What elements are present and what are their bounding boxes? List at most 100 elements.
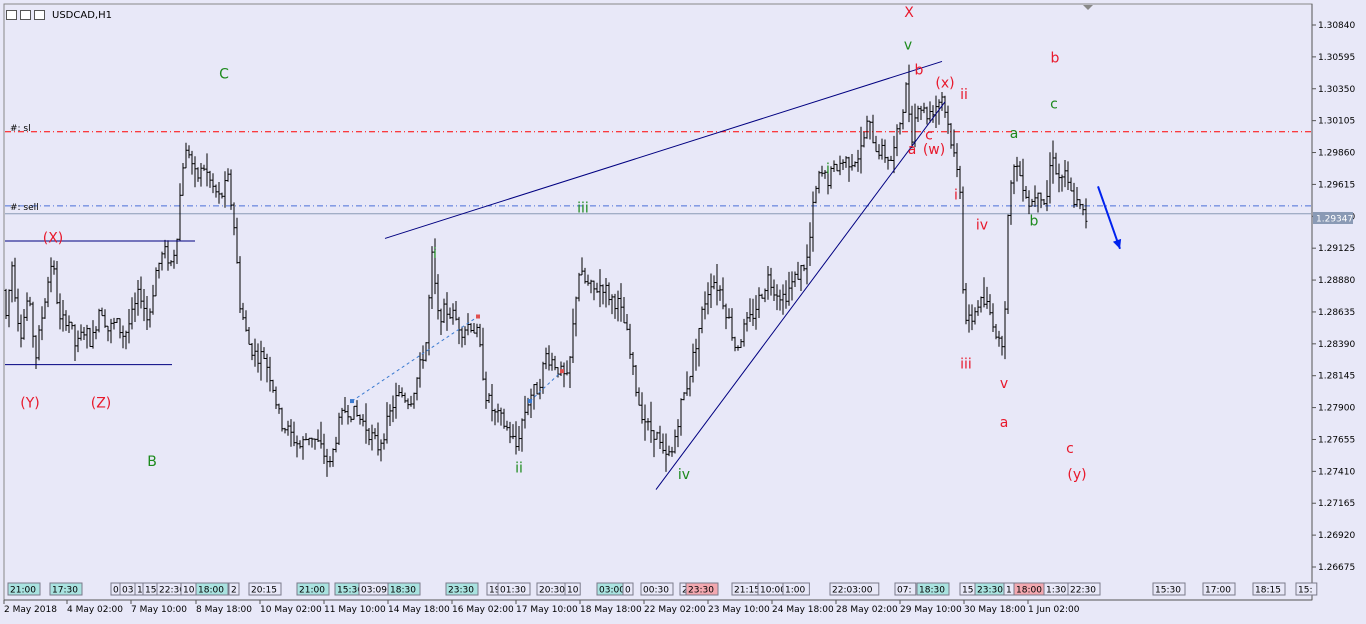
x-tick-label: 7 May 10:00: [131, 605, 187, 615]
plot-area[interactable]: [3, 3, 1313, 601]
window-menu-icon[interactable]: [6, 10, 17, 20]
price-bar: [544, 347, 548, 370]
order-link-end-0: [476, 314, 480, 319]
price-bar: [97, 308, 101, 333]
event-tag-label: 0: [625, 586, 631, 596]
price-bar: [649, 401, 653, 443]
event-tag-box: [228, 582, 240, 596]
x-tick-label: 22 May 02:00: [644, 605, 706, 615]
event-tag-label: 15:30: [1155, 586, 1181, 596]
price-bar: [199, 162, 203, 187]
price-bar: [124, 330, 128, 350]
price-bar: [718, 285, 722, 301]
price-bar: [709, 273, 713, 309]
price-bar: [745, 311, 749, 332]
price-bar: [223, 171, 227, 208]
price-bar: [580, 257, 584, 276]
price-bar: [868, 120, 872, 140]
price-bar: [838, 155, 842, 176]
price-bar: [394, 382, 398, 419]
price-bar: [799, 264, 803, 291]
price-bar: [376, 422, 380, 456]
event-tag-box: [564, 582, 581, 596]
price-bar: [664, 433, 668, 472]
sell-order-label: #: sell: [10, 203, 39, 213]
x-tick-label: 23 May 10:00: [708, 605, 770, 615]
price-bar: [400, 387, 404, 398]
price-bar: [610, 294, 614, 315]
price-bar: [658, 425, 662, 449]
event-tag: 18:15: [1252, 582, 1286, 596]
price-bar: [310, 437, 314, 448]
price-bar: [538, 378, 542, 400]
event-tag: 1:00: [782, 582, 810, 596]
event-tag-label: 10:00: [760, 586, 786, 596]
price-bar: [898, 122, 902, 135]
price-bar: [1075, 187, 1079, 207]
chart-symbol-title: USDCAD,H1: [52, 9, 112, 21]
price-bar: [154, 267, 158, 297]
price-bar: [997, 330, 1001, 347]
wave-label: iv: [976, 217, 988, 233]
price-bar: [373, 428, 377, 440]
price-bar: [283, 427, 287, 434]
price-bar: [742, 318, 746, 347]
price-bar: [433, 238, 437, 295]
wave-label: c: [925, 128, 933, 144]
event-tag-label: 19: [489, 586, 501, 596]
price-bar: [388, 404, 392, 426]
price-bar: [1024, 186, 1028, 199]
price-bar: [832, 160, 836, 173]
x-tick-label: 11 May 10:00: [324, 605, 386, 615]
price-bar: [739, 338, 743, 349]
price-bar: [1045, 180, 1049, 212]
price-bar: [364, 403, 368, 444]
price-bar: [637, 387, 641, 406]
price-bar: [796, 261, 800, 280]
event-tag-label: 1: [137, 586, 143, 596]
price-bar: [331, 448, 335, 467]
price-bar: [157, 262, 161, 279]
price-bar: [625, 313, 629, 331]
x-tick-label: 4 May 02:00: [67, 605, 123, 615]
window-restore-icon[interactable]: [20, 10, 31, 20]
event-tag-box: [782, 582, 810, 596]
price-bar: [253, 338, 257, 367]
price-bar: [700, 306, 704, 334]
price-bar: [724, 303, 728, 330]
price-bar: [484, 371, 488, 409]
price-bar: [55, 260, 59, 305]
price-bar: [286, 420, 290, 436]
order-link-start-1: [528, 399, 532, 404]
price-bar: [523, 395, 527, 429]
price-bar: [247, 327, 251, 345]
price-bar: [748, 298, 752, 323]
price-bar: [1009, 180, 1013, 225]
price-bar: [436, 274, 440, 320]
price-bar: [895, 124, 899, 157]
price-bar: [109, 318, 113, 344]
price-bar: [814, 185, 818, 204]
price-bar: [607, 282, 611, 306]
price-bar: [514, 421, 518, 455]
event-tag-box: [685, 582, 719, 596]
price-bar: [460, 326, 464, 348]
price-bar: [766, 265, 770, 300]
price-bar: [676, 419, 680, 448]
order-link-0: [351, 316, 479, 402]
event-tag-label: 21:00: [299, 586, 325, 596]
price-bar: [817, 170, 821, 194]
price-bar: [34, 335, 38, 369]
price-bar: [4, 288, 8, 319]
price-bar: [478, 323, 482, 348]
event-tag-box: [1152, 582, 1186, 596]
x-tick-label: 18 May 18:00: [580, 605, 642, 615]
window-close-icon[interactable]: [34, 10, 45, 20]
event-tag-box: [248, 582, 282, 596]
price-bar: [874, 135, 878, 153]
price-bar: [1006, 214, 1010, 315]
price-bar: [529, 388, 533, 419]
event-tag: 1:30: [1043, 582, 1071, 596]
price-bar: [79, 324, 83, 341]
